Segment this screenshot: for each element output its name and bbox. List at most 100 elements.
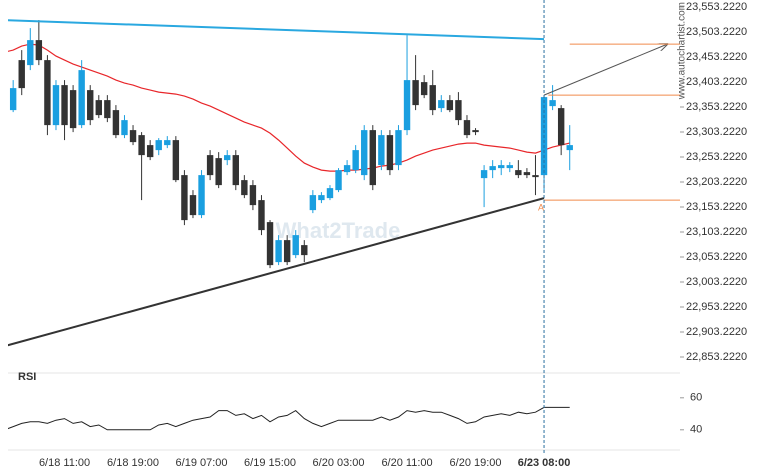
candle-body [506, 165, 513, 169]
x-tick-label: 6/20 03:00 [313, 457, 365, 469]
candle-body [198, 175, 205, 216]
candle-body [206, 155, 214, 176]
candle-body [369, 130, 376, 186]
x-tick-label: 6/19 07:00 [176, 457, 228, 469]
forecast-arrow [543, 44, 667, 96]
candle-body [189, 195, 197, 216]
candle-body [172, 140, 180, 181]
y-tick-label: 23,053.2220 [686, 251, 747, 263]
candle-body [241, 180, 248, 196]
y-tick-label: 23,303.2220 [686, 126, 747, 138]
candle-body [78, 70, 85, 126]
candle-body [181, 175, 188, 221]
candle-body [361, 130, 368, 176]
candle-body [301, 245, 308, 256]
y-tick-label: 22,903.2220 [686, 326, 747, 338]
candle-body [557, 108, 565, 146]
y-tick-label: 23,153.2220 [686, 201, 747, 213]
candle-body [215, 158, 222, 186]
trendline [8, 197, 545, 347]
x-tick-label: 6/18 19:00 [107, 457, 159, 469]
rsi-tick-label: 40 [690, 424, 702, 436]
candle-body [61, 85, 68, 126]
candle-body [489, 166, 496, 171]
candle-body [309, 195, 317, 211]
y-tick-label: 23,203.2220 [686, 176, 747, 188]
candle-body [549, 100, 556, 107]
y-tick-label: 23,353.2220 [686, 101, 747, 113]
axes: 23,553.2220 23,503.2220 23,453.2220 23,403.… [39, 1, 747, 469]
candle-body [438, 100, 445, 109]
candle-body [352, 150, 359, 171]
candle-body [146, 145, 154, 158]
candle-body [515, 170, 522, 176]
candle-body [532, 175, 539, 178]
y-tick-label: 23,403.2220 [686, 76, 747, 88]
rsi-panel [8, 406, 570, 431]
candle-body [138, 135, 145, 156]
candle-body [44, 60, 51, 126]
pattern-marker: A [538, 202, 544, 212]
candle-body [121, 120, 128, 136]
candle-body [412, 80, 419, 106]
price-panel [1, 19, 680, 347]
y-tick-label: 23,553.2220 [686, 1, 747, 13]
x-tick-label: 6/20 19:00 [450, 457, 502, 469]
y-tick-label: 23,103.2220 [686, 226, 747, 238]
candle-body [52, 85, 60, 126]
candle-body [129, 130, 137, 143]
candle-body [232, 155, 239, 186]
candle-body [420, 82, 428, 96]
candle-body [463, 120, 471, 136]
candle-body [249, 185, 257, 206]
candle-body [224, 155, 231, 161]
candle-body [335, 170, 342, 191]
candle-body [498, 165, 505, 169]
candle-body [523, 172, 531, 176]
candle-body [104, 100, 111, 119]
candle-body [326, 188, 334, 199]
candle-body [9, 88, 17, 111]
candle-body [266, 222, 274, 266]
candle-body [95, 100, 102, 116]
candle-body [429, 85, 436, 111]
candle-body [378, 135, 385, 166]
candle-body [446, 100, 454, 111]
candle-body [35, 40, 43, 61]
candle-body [386, 135, 394, 171]
y-tick-label: 23,503.2220 [686, 26, 747, 38]
candle-body [112, 110, 120, 136]
x-tick-label: 6/18 11:00 [39, 457, 90, 469]
candle-body [403, 80, 411, 131]
candle-body [455, 100, 462, 121]
candle-body [27, 40, 34, 66]
candle-body [275, 240, 282, 263]
candle-body [318, 195, 325, 201]
y-tick-label: 23,253.2220 [686, 151, 747, 163]
candle-body [566, 145, 573, 151]
candle-body [155, 140, 162, 151]
y-tick-label: 22,853.2220 [686, 351, 747, 363]
candle-body [69, 90, 77, 129]
candle-body [164, 140, 171, 146]
y-tick-label: 23,003.2220 [686, 276, 747, 288]
candle-body [18, 60, 25, 89]
moving-average [8, 43, 570, 172]
source-label: www.autochartist.com [677, 2, 688, 100]
x-tick-label: 6/20 11:00 [381, 457, 432, 469]
candle-body [1, 110, 7, 118]
y-tick-label: 22,953.2220 [686, 301, 747, 313]
x-tick-label: 6/19 15:00 [244, 457, 296, 469]
candle-body [283, 240, 291, 263]
candle-body [472, 130, 479, 133]
candle-body [395, 130, 402, 166]
candle-body [292, 235, 299, 256]
candle-body [480, 170, 488, 179]
rsi-title: RSI [18, 371, 36, 383]
candle-body [343, 165, 351, 173]
rsi-line [8, 406, 570, 431]
candle-body [87, 90, 94, 121]
candle-body [258, 200, 265, 231]
y-tick-label: 23,453.2220 [686, 51, 747, 63]
